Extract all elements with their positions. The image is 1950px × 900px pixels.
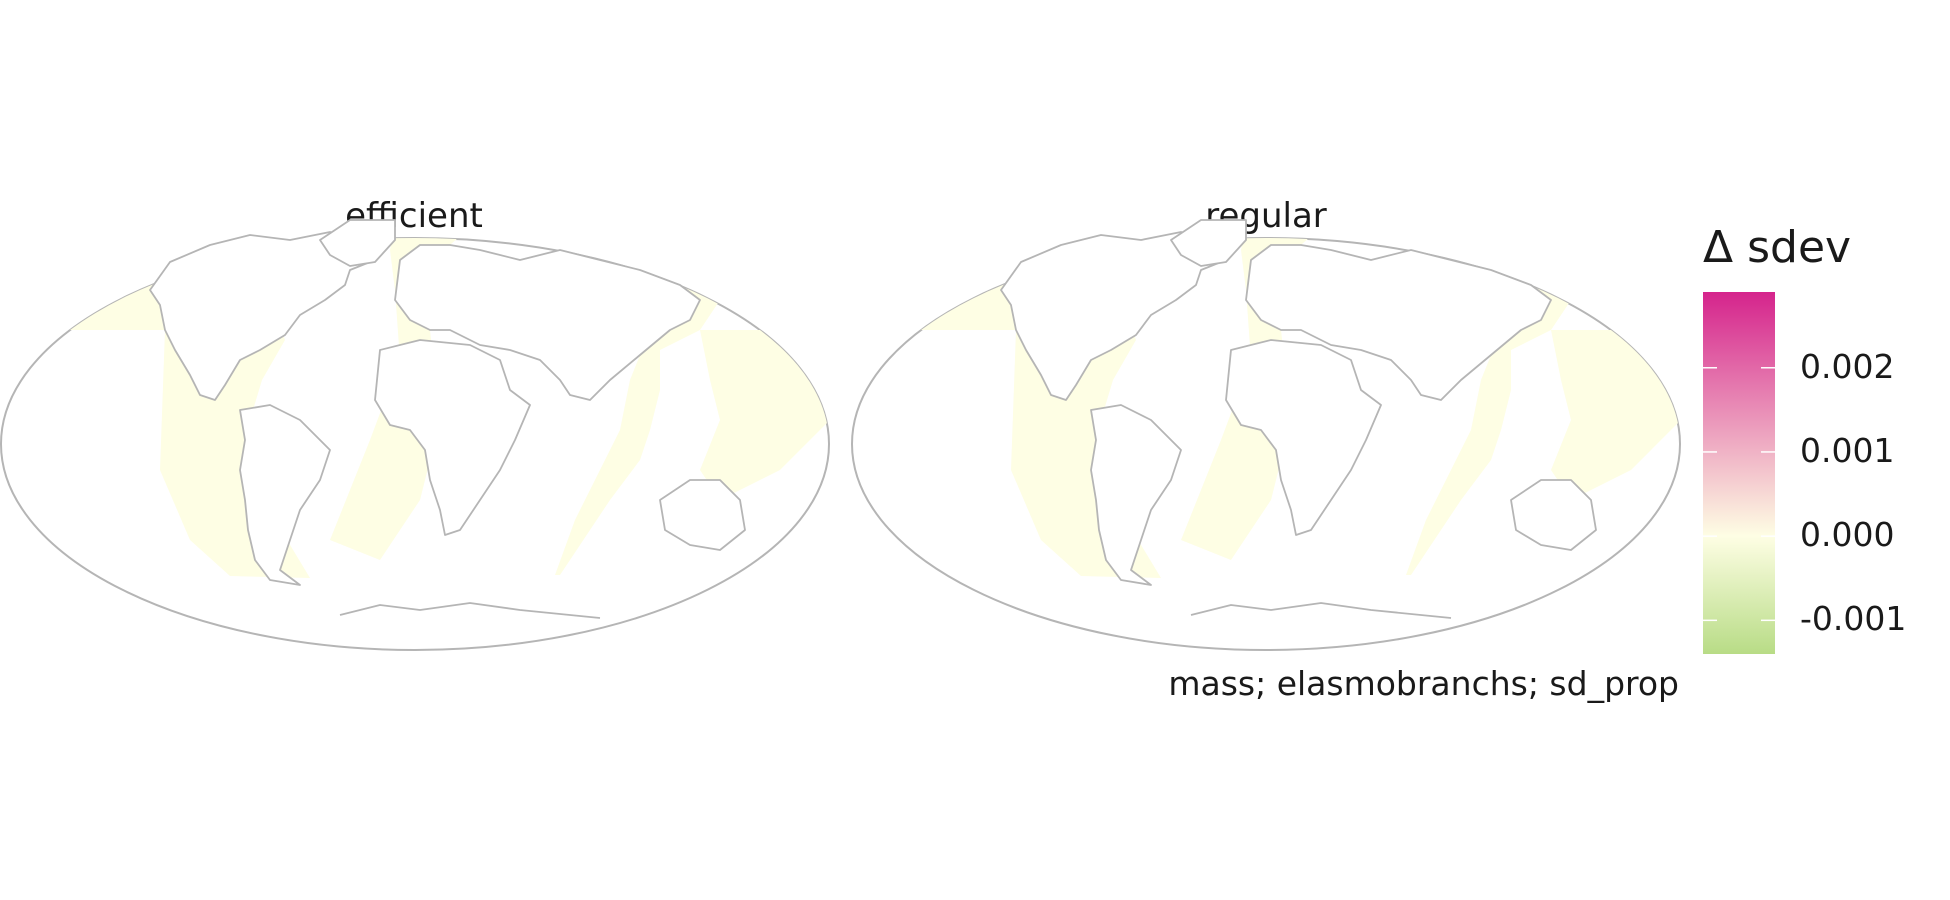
south-america-outline <box>1090 404 1182 586</box>
legend-ticks <box>1703 367 1775 622</box>
map-efficient <box>0 219 830 651</box>
legend-colorbar <box>1703 292 1775 654</box>
australia-outline <box>659 479 746 551</box>
north-america-outline <box>1000 231 1227 401</box>
greenland-outline <box>1170 219 1247 267</box>
antarctica-outline <box>1190 602 1452 619</box>
africa-outline <box>1225 339 1382 536</box>
legend-tick-label: 0.002 <box>1800 346 1895 386</box>
greenland-outline <box>319 219 396 267</box>
map-regular <box>851 219 1681 651</box>
legend-tick-label: 0.001 <box>1800 430 1895 470</box>
indo-pacific-region <box>555 270 829 575</box>
europe-asia-outline <box>394 244 701 401</box>
north-america-outline <box>149 231 376 401</box>
legend-title: Δ sdev <box>1703 222 1852 273</box>
country-borders <box>1000 219 1597 619</box>
africa-outline <box>374 339 531 536</box>
antarctica-outline <box>339 602 601 619</box>
legend-tick-label: -0.001 <box>1800 599 1907 639</box>
legend-tick-label: 0.000 <box>1800 515 1895 555</box>
indo-pacific-region <box>1406 270 1680 575</box>
plot-caption: mass; elasmobranchs; sd_prop <box>1168 664 1679 703</box>
australia-outline <box>1510 479 1597 551</box>
country-borders <box>149 219 746 619</box>
south-america-outline <box>239 404 331 586</box>
europe-asia-outline <box>1245 244 1552 401</box>
